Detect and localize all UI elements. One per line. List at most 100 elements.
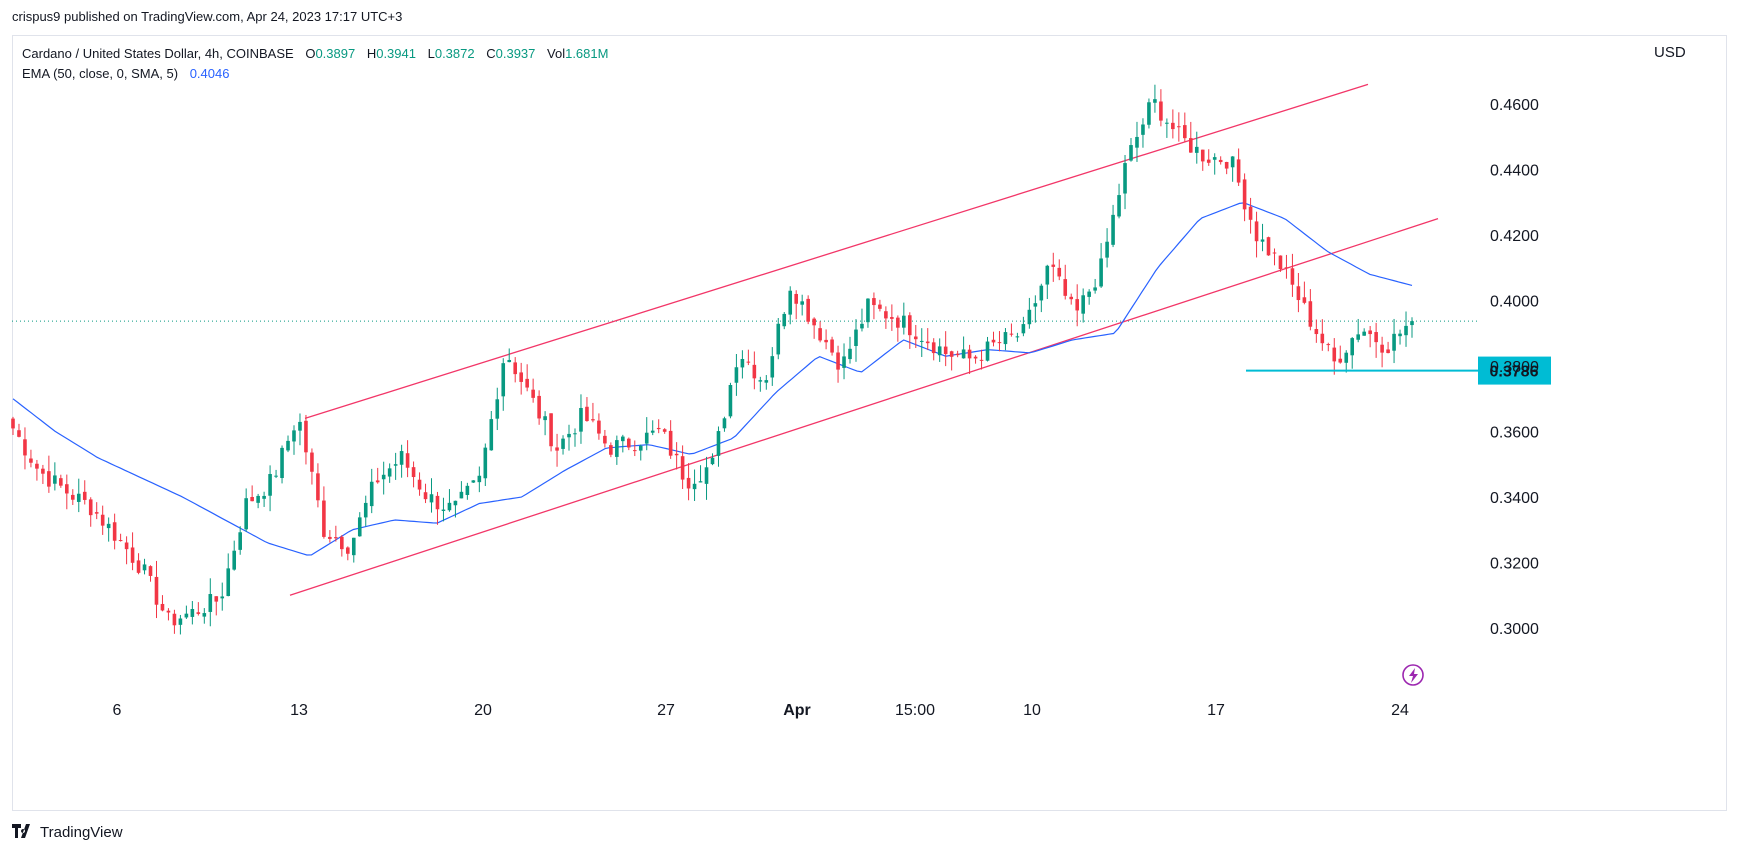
candle-body	[70, 494, 75, 500]
tradingview-logo-icon	[12, 824, 34, 841]
candle-body	[1194, 146, 1199, 153]
candle-body	[232, 550, 237, 570]
open-label: O	[305, 46, 316, 61]
candle-body	[1200, 149, 1205, 162]
candle-body	[88, 499, 93, 516]
candle-body	[902, 315, 906, 328]
candle-body	[1129, 145, 1133, 161]
candle-body	[985, 341, 990, 361]
candle-body	[1254, 221, 1259, 242]
candle-body	[931, 342, 936, 354]
price-tick-label: 0.3400	[1490, 490, 1539, 507]
candle-body	[11, 418, 15, 429]
candle-body	[860, 323, 864, 329]
candle-body	[154, 576, 159, 605]
candle-body	[674, 453, 679, 456]
ema-row: EMA (50, close, 0, SMA, 5) 0.4046	[22, 64, 608, 84]
candle-body	[686, 477, 691, 489]
candle-body	[896, 317, 900, 328]
candle-body	[166, 610, 171, 613]
candle-body	[483, 447, 488, 479]
candle-body	[100, 514, 105, 526]
candle-body	[35, 463, 39, 469]
candle-body	[172, 613, 177, 626]
high-value: 0.3941	[376, 46, 416, 61]
candle-body	[1183, 125, 1187, 139]
published-header: crispus9 published on TradingView.com, A…	[12, 9, 403, 24]
candle-body	[477, 475, 482, 483]
candle-body	[650, 430, 655, 433]
candle-body	[1009, 333, 1014, 335]
candle-body	[316, 473, 320, 501]
candle-body	[812, 318, 816, 326]
candle-body	[1206, 159, 1211, 163]
candle-body	[525, 378, 529, 388]
candle-body	[549, 413, 553, 447]
symbol-label[interactable]: Cardano / United States Dollar, 4h, COIN…	[22, 46, 294, 61]
price-tick-label: 0.4400	[1490, 163, 1539, 180]
candle-body	[561, 438, 565, 449]
candle-body	[991, 339, 996, 343]
candle-body	[148, 566, 153, 576]
candle-body	[1380, 344, 1384, 353]
candle-body	[1356, 334, 1360, 340]
candle-body	[555, 447, 559, 451]
candle-body	[405, 453, 410, 468]
candle-body	[202, 613, 207, 617]
price-tick-label: 0.4600	[1490, 97, 1539, 114]
candle-body	[728, 385, 733, 417]
currency-label[interactable]: USD	[1654, 44, 1686, 61]
candle-body	[537, 395, 541, 419]
candle-body	[459, 491, 464, 499]
candle-body	[979, 359, 984, 361]
candle-body	[1212, 157, 1217, 160]
candle-body	[668, 430, 673, 456]
candle-body	[1398, 333, 1402, 337]
time-tick-label: 27	[657, 702, 675, 719]
candle-body	[913, 336, 918, 340]
candle-body	[597, 420, 601, 434]
time-tick-label: 13	[290, 702, 308, 719]
alert-bolt-icon[interactable]	[1402, 664, 1424, 686]
candle-body	[334, 537, 338, 539]
candle-body	[1338, 358, 1343, 363]
candle-body	[943, 346, 948, 355]
candle-body	[848, 348, 852, 360]
candle-body	[1260, 239, 1265, 242]
candle-body	[357, 517, 362, 537]
candle-body	[1147, 102, 1151, 125]
open-value: 0.3897	[315, 46, 356, 61]
candle-body	[1218, 159, 1223, 163]
candle-body	[280, 447, 284, 479]
time-tick-label: Apr	[783, 702, 811, 719]
candle-body	[310, 452, 314, 472]
candle-body	[1141, 124, 1145, 135]
candle-body	[1021, 324, 1026, 334]
candle-body	[1230, 156, 1235, 168]
candle-body	[806, 298, 810, 322]
candle-body	[722, 418, 727, 429]
ema-label[interactable]: EMA (50, close, 0, SMA, 5)	[22, 66, 179, 81]
support-price-label: 0.3786	[1490, 364, 1539, 381]
candle-body	[160, 603, 165, 611]
price-tick-label: 0.3200	[1490, 556, 1539, 573]
brand-name[interactable]: TradingView	[40, 824, 123, 841]
candle-body	[609, 445, 613, 455]
candle-body	[1314, 329, 1319, 335]
candle-body	[1111, 214, 1115, 245]
candle-body	[704, 467, 709, 484]
candle-body	[298, 421, 302, 431]
candle-body	[381, 474, 386, 480]
candle-body	[788, 290, 793, 315]
candle-body	[1081, 295, 1085, 314]
candle-body	[1392, 333, 1396, 351]
candle-body	[824, 339, 828, 343]
candle-body	[1027, 309, 1032, 325]
candle-body	[1236, 159, 1241, 183]
candle-body	[1099, 258, 1103, 287]
candle-body	[118, 540, 123, 542]
candle-body	[621, 436, 625, 442]
candle-body	[573, 433, 577, 435]
candle-body	[1105, 241, 1109, 258]
